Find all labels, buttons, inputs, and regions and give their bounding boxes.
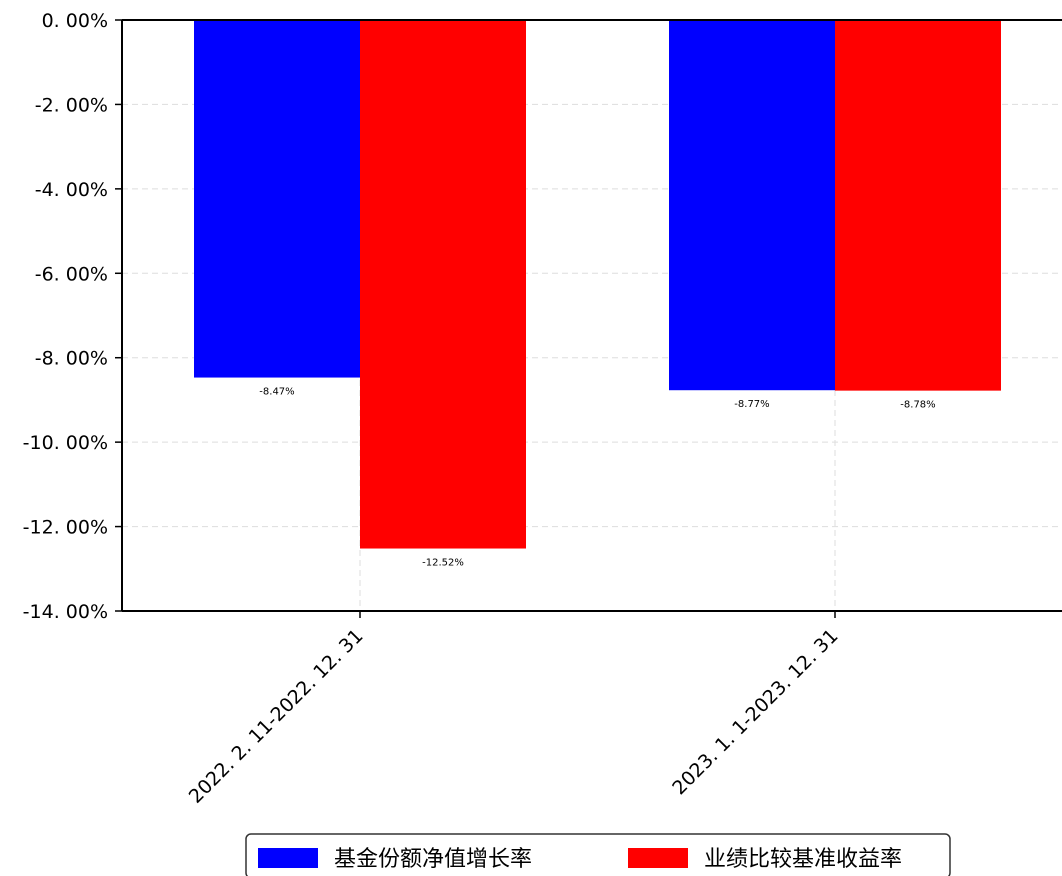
- y-tick-label: 0. 00%: [42, 10, 108, 32]
- axes: [121, 19, 1062, 612]
- legend-swatch-nav-growth: [258, 848, 318, 868]
- data-labels: -8.47% -8.77% -12.52% -8.78%: [259, 387, 935, 569]
- y-tick-label: -10. 00%: [23, 432, 108, 454]
- legend-label-nav-growth: 基金份额净值增长率: [334, 847, 532, 872]
- bar-benchmark-0: [360, 20, 526, 549]
- legend-label-benchmark: 业绩比较基准收益率: [704, 847, 902, 872]
- y-tick-label: -4. 00%: [35, 179, 108, 201]
- bar-nav-growth-0: [194, 20, 360, 378]
- y-tick-label: -14. 00%: [23, 601, 108, 623]
- x-category-label: 2022. 2. 11-2022. 12. 31: [185, 625, 368, 808]
- legend-box: [245, 833, 951, 876]
- y-tick-label: -12. 00%: [23, 517, 108, 539]
- data-label: -8.78%: [900, 400, 935, 411]
- legend: 基金份额净值增长率 业绩比较基准收益率: [245, 833, 951, 876]
- y-tick-label: -6. 00%: [35, 263, 108, 285]
- legend-swatch-benchmark: [628, 848, 688, 868]
- data-label: -8.47%: [259, 387, 294, 398]
- y-tick-label: -8. 00%: [35, 348, 108, 370]
- data-label: -12.52%: [422, 558, 464, 569]
- data-label: -8.77%: [734, 399, 769, 410]
- x-category-label: 2023. 1. 1-2023. 12. 31: [668, 625, 842, 799]
- bar-benchmark-1: [835, 20, 1001, 391]
- y-tick-label: -2. 00%: [35, 94, 108, 116]
- bar-nav-growth-1: [669, 20, 835, 391]
- bars: [194, 20, 1001, 549]
